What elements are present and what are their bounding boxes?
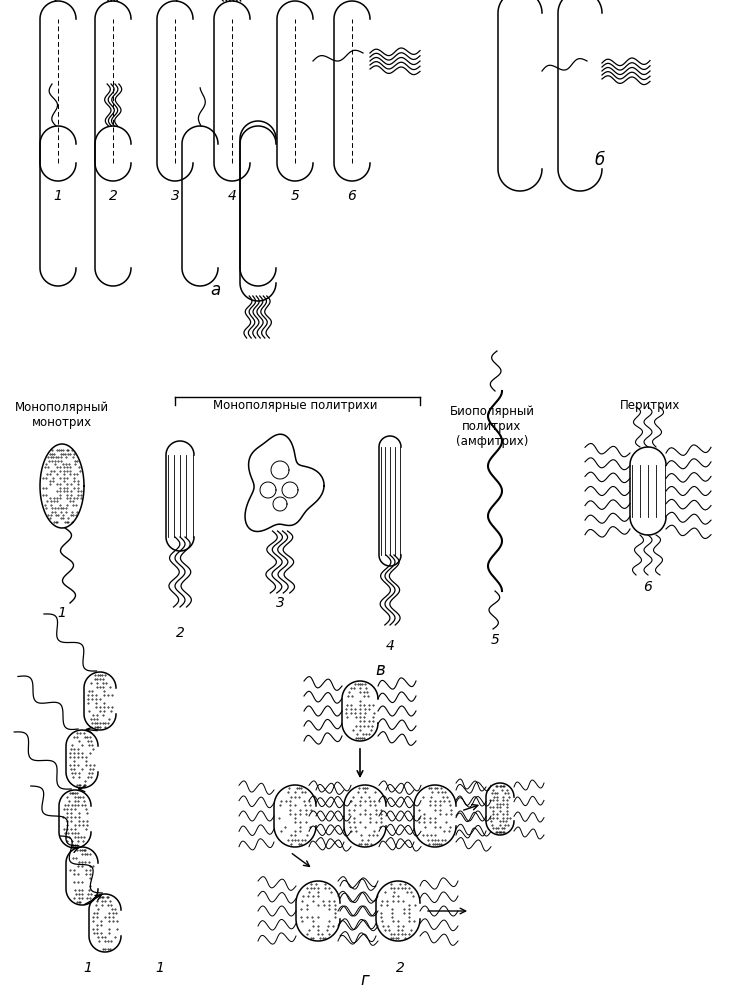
Text: г: г [361,971,370,989]
Polygon shape [558,0,602,191]
Polygon shape [344,785,386,847]
Text: 2: 2 [176,626,184,640]
Polygon shape [84,672,116,730]
Polygon shape [214,1,250,181]
Text: 2: 2 [395,961,405,975]
Text: Перитрих: Перитрих [620,399,680,412]
Polygon shape [40,1,76,181]
Polygon shape [274,785,316,847]
Polygon shape [296,881,340,941]
Polygon shape [342,681,378,741]
Polygon shape [245,434,324,531]
Text: 1: 1 [83,961,92,975]
Polygon shape [334,1,370,181]
Text: Монополярный
монотрих: Монополярный монотрих [15,401,109,429]
Polygon shape [95,126,131,286]
Text: 5: 5 [490,633,499,647]
Text: Биополярный
политрих
(амфитрих): Биополярный политрих (амфитрих) [449,405,534,448]
Text: 1: 1 [58,606,67,620]
Polygon shape [59,790,91,848]
Polygon shape [66,730,98,788]
Text: 1: 1 [156,961,165,975]
Text: б: б [595,151,605,169]
Text: 2: 2 [108,189,117,203]
Text: 6: 6 [348,189,356,203]
Polygon shape [95,1,131,181]
Text: 5: 5 [291,189,299,203]
Text: 1: 1 [53,189,62,203]
Polygon shape [240,121,276,301]
Polygon shape [630,447,666,535]
Polygon shape [379,436,401,566]
Polygon shape [414,785,456,847]
Text: Монополярные политрихи: Монополярные политрихи [213,399,377,412]
Polygon shape [89,894,121,952]
Polygon shape [277,1,313,181]
Polygon shape [376,881,420,941]
Polygon shape [40,126,76,286]
Text: 4: 4 [228,189,236,203]
Polygon shape [498,0,542,191]
Text: 4: 4 [386,639,395,653]
Polygon shape [66,847,98,905]
Text: 3: 3 [275,596,285,610]
Text: а: а [210,281,220,299]
Polygon shape [166,441,194,551]
Polygon shape [486,783,514,835]
Text: в: в [375,661,385,679]
Polygon shape [40,444,84,528]
Polygon shape [182,126,218,286]
Polygon shape [240,126,276,286]
Polygon shape [157,1,193,181]
Text: 6: 6 [643,580,652,594]
Text: 3: 3 [171,189,179,203]
